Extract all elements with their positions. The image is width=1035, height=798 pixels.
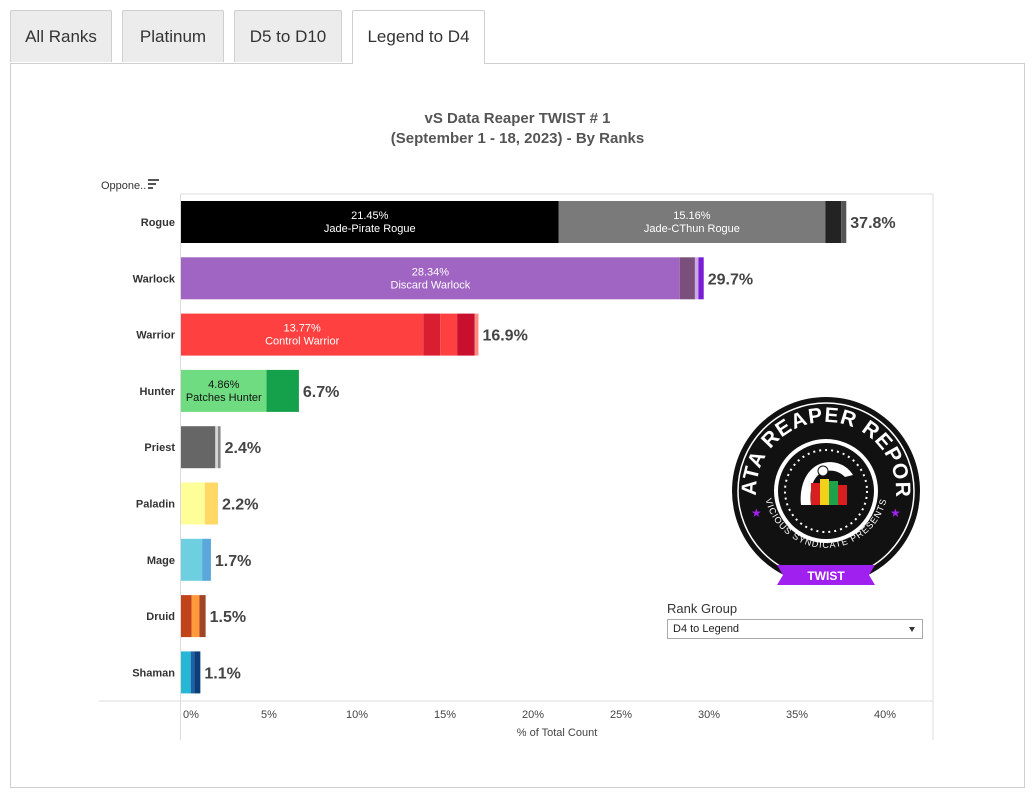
x-tick-label: 25% bbox=[610, 709, 632, 721]
data-label-value: 4.86% bbox=[208, 379, 239, 391]
sort-label: Oppone.. bbox=[101, 180, 147, 192]
total-label-hunter: 6.7% bbox=[303, 384, 339, 401]
category-label-hunter: Hunter bbox=[140, 386, 176, 398]
data-reaper-report-logo: DATA REAPER REPORT VICIOUS SYNDICATE PRE… bbox=[727, 393, 920, 585]
x-tick-label: 30% bbox=[698, 709, 720, 721]
bar-segment-warlock-2[interactable] bbox=[694, 257, 699, 300]
tab-platinum[interactable]: Platinum bbox=[122, 10, 224, 62]
tab-d5-to-d10[interactable]: D5 to D10 bbox=[234, 10, 342, 62]
logo-ribbon bbox=[777, 565, 875, 585]
bar-segment-priest-2[interactable] bbox=[217, 426, 221, 469]
data-label-value: 15.16% bbox=[673, 210, 711, 222]
data-label-archetype: Control Warrior bbox=[265, 336, 339, 348]
bar-segment-warrior-2[interactable] bbox=[440, 313, 458, 356]
total-label-mage: 1.7% bbox=[215, 553, 251, 570]
category-label-rogue: Rogue bbox=[141, 217, 175, 229]
sort-descending-icon[interactable] bbox=[148, 179, 160, 190]
x-tick-label: 20% bbox=[522, 709, 544, 721]
bar-segment-warrior-4[interactable] bbox=[474, 313, 479, 356]
chevron-down-icon bbox=[909, 627, 915, 632]
bar-segment-shaman-0[interactable] bbox=[181, 651, 191, 694]
category-label-shaman: Shaman bbox=[132, 667, 175, 679]
bar-segment-warlock-0[interactable] bbox=[181, 257, 680, 300]
bar-segment-paladin-0[interactable] bbox=[181, 482, 205, 525]
total-label-warrior: 16.9% bbox=[482, 328, 527, 345]
bar-segment-mage-0[interactable] bbox=[181, 538, 203, 581]
total-label-priest: 2.4% bbox=[225, 440, 261, 457]
bar-segment-rogue-0[interactable] bbox=[181, 201, 559, 243]
total-label-rogue: 37.8% bbox=[850, 215, 895, 232]
bar-segment-hunter-0[interactable] bbox=[181, 369, 267, 412]
x-axis-title: % of Total Count bbox=[517, 727, 598, 739]
bar-segment-shaman-1[interactable] bbox=[190, 651, 195, 694]
logo-star-left: ★ bbox=[751, 506, 762, 520]
category-label-priest: Priest bbox=[144, 442, 175, 454]
bar-segment-priest-0[interactable] bbox=[181, 426, 216, 469]
bar-segment-rogue-1[interactable] bbox=[558, 201, 826, 243]
bar-segment-druid-1[interactable] bbox=[191, 595, 200, 638]
total-label-shaman: 1.1% bbox=[204, 665, 240, 682]
rank-group-label: Rank Group bbox=[667, 601, 738, 616]
bar-segment-rogue-3[interactable] bbox=[841, 201, 847, 243]
bar-segment-mage-1[interactable] bbox=[202, 538, 211, 581]
total-label-druid: 1.5% bbox=[210, 609, 246, 626]
data-label-value: 13.77% bbox=[284, 323, 322, 335]
data-label-archetype: Discard Warlock bbox=[391, 279, 471, 291]
bar-segment-warlock-1[interactable] bbox=[679, 257, 695, 300]
bar-segment-druid-2[interactable] bbox=[199, 595, 206, 638]
x-tick-label: 10% bbox=[346, 709, 368, 721]
bar-segment-paladin-1[interactable] bbox=[204, 482, 218, 525]
data-label-archetype: Jade-CThun Rogue bbox=[644, 223, 740, 235]
logo-star-right: ★ bbox=[890, 506, 901, 520]
chart-title-line1: vS Data Reaper TWIST # 1 bbox=[424, 110, 611, 127]
x-tick-label: 15% bbox=[434, 709, 456, 721]
data-label-archetype: Jade-Pirate Rogue bbox=[324, 223, 416, 235]
bar-segment-warrior-1[interactable] bbox=[423, 313, 441, 356]
x-tick-label: 0% bbox=[183, 709, 199, 721]
category-label-druid: Druid bbox=[146, 611, 175, 623]
x-tick-label: 40% bbox=[874, 709, 896, 721]
rank-group-selected-value: D4 to Legend bbox=[673, 623, 740, 635]
category-label-warlock: Warlock bbox=[133, 273, 176, 285]
bar-segment-shaman-2[interactable] bbox=[194, 651, 201, 694]
bar-segment-warrior-3[interactable] bbox=[457, 313, 475, 356]
bar-segment-priest-1[interactable] bbox=[215, 426, 218, 469]
x-tick-label: 35% bbox=[786, 709, 808, 721]
chart-title-line2: (September 1 - 18, 2023) - By Ranks bbox=[390, 130, 645, 147]
tab-legend-to-d4[interactable]: Legend to D4 bbox=[352, 10, 485, 64]
bar-segment-druid-0[interactable] bbox=[181, 595, 192, 638]
x-tick-label: 5% bbox=[261, 709, 277, 721]
bar-segment-warrior-0[interactable] bbox=[181, 313, 424, 356]
data-label-archetype: Patches Hunter bbox=[186, 392, 262, 404]
tab-all-ranks[interactable]: All Ranks bbox=[10, 10, 112, 62]
category-label-paladin: Paladin bbox=[136, 499, 175, 511]
data-label-value: 28.34% bbox=[412, 266, 450, 278]
bar-segment-warlock-3[interactable] bbox=[698, 257, 704, 300]
bar-segment-rogue-2[interactable] bbox=[825, 201, 842, 243]
category-label-mage: Mage bbox=[147, 555, 175, 567]
reaper-icon bbox=[800, 462, 853, 505]
total-label-paladin: 2.2% bbox=[222, 497, 258, 514]
category-label-warrior: Warrior bbox=[136, 330, 175, 342]
rank-group-select[interactable]: D4 to Legend bbox=[667, 619, 923, 639]
logo-ribbon-text: TWIST bbox=[807, 569, 845, 583]
data-label-value: 21.45% bbox=[351, 210, 389, 222]
bar-segment-hunter-1[interactable] bbox=[266, 369, 299, 412]
total-label-warlock: 29.7% bbox=[708, 271, 753, 288]
